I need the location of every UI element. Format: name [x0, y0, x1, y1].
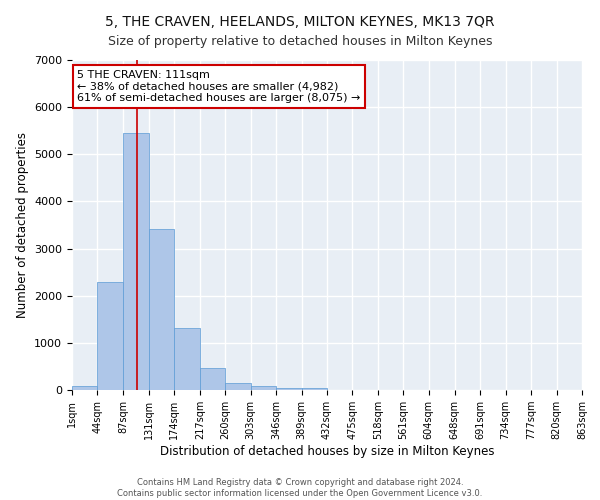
- Text: 5 THE CRAVEN: 111sqm
← 38% of detached houses are smaller (4,982)
61% of semi-de: 5 THE CRAVEN: 111sqm ← 38% of detached h…: [77, 70, 361, 103]
- Bar: [251, 386, 276, 390]
- Bar: [302, 388, 327, 390]
- Text: Size of property relative to detached houses in Milton Keynes: Size of property relative to detached ho…: [108, 35, 492, 48]
- Bar: [200, 368, 225, 390]
- Bar: [72, 386, 97, 390]
- Bar: [175, 328, 200, 390]
- Bar: [276, 388, 302, 390]
- Bar: [149, 229, 175, 390]
- X-axis label: Distribution of detached houses by size in Milton Keynes: Distribution of detached houses by size …: [160, 445, 494, 458]
- Text: 5, THE CRAVEN, HEELANDS, MILTON KEYNES, MK13 7QR: 5, THE CRAVEN, HEELANDS, MILTON KEYNES, …: [105, 15, 495, 29]
- Bar: [97, 282, 123, 390]
- Bar: [123, 133, 149, 390]
- Bar: [225, 382, 251, 390]
- Y-axis label: Number of detached properties: Number of detached properties: [16, 132, 29, 318]
- Text: Contains HM Land Registry data © Crown copyright and database right 2024.
Contai: Contains HM Land Registry data © Crown c…: [118, 478, 482, 498]
